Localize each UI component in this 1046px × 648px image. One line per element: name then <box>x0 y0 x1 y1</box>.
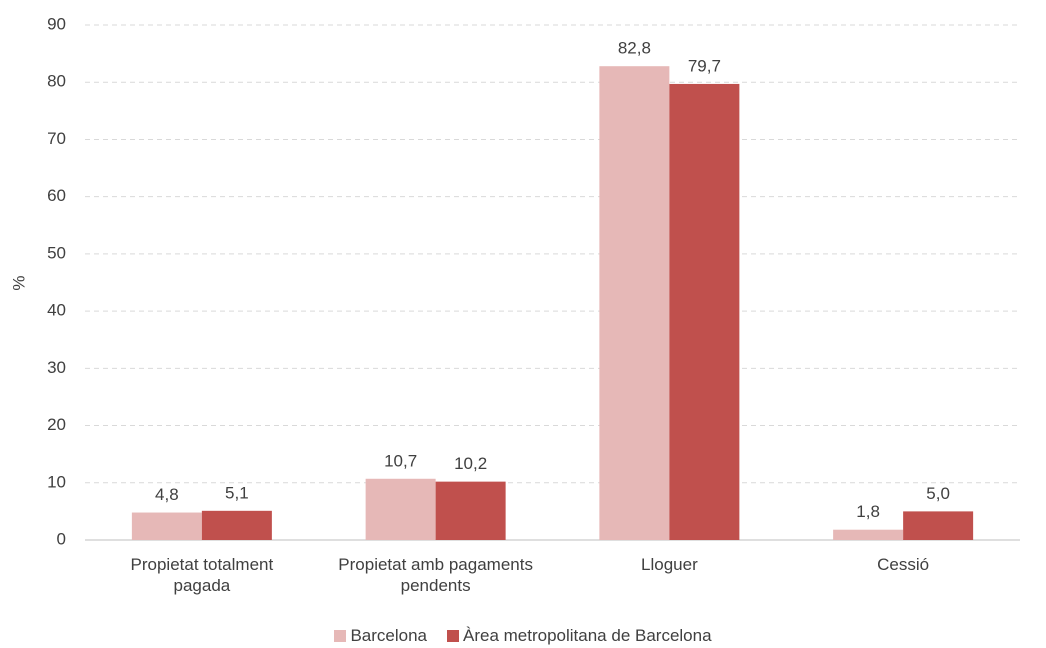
x-tick-label: Propietat amb pagaments pendents <box>338 555 533 595</box>
y-tick-label: 70 <box>47 129 66 148</box>
value-label: 10,7 <box>384 451 417 470</box>
y-tick-label: 50 <box>47 243 66 262</box>
y-tick-label: 60 <box>47 186 66 205</box>
value-label: 79,7 <box>688 56 721 75</box>
bar <box>833 529 904 540</box>
bar <box>599 66 670 540</box>
legend: Barcelona Àrea metropolitana de Barcelona <box>0 626 1046 646</box>
legend-label: Àrea metropolitana de Barcelona <box>463 626 712 645</box>
legend-swatch <box>334 630 347 642</box>
y-tick-label: 30 <box>47 358 66 377</box>
y-tick-label: 0 <box>57 529 66 548</box>
bar <box>131 512 202 540</box>
value-label: 10,2 <box>454 454 487 473</box>
y-tick-label: 90 <box>47 14 66 33</box>
y-tick-label: 40 <box>47 301 66 320</box>
bar <box>201 510 272 540</box>
bar <box>669 83 740 540</box>
x-tick-label: Lloguer <box>641 555 698 574</box>
y-axis-label: % <box>9 275 28 290</box>
value-label: 4,8 <box>155 485 179 504</box>
bar <box>365 478 436 540</box>
bar <box>903 511 974 540</box>
value-label: 82,8 <box>618 39 651 58</box>
value-label: 1,8 <box>856 502 880 521</box>
y-tick-label: 80 <box>47 72 66 91</box>
legend-swatch <box>447 630 459 642</box>
legend-label: Barcelona <box>350 626 427 645</box>
x-tick-label: Cessió <box>877 555 930 574</box>
legend-item: Barcelona <box>334 626 427 646</box>
legend-item: Àrea metropolitana de Barcelona <box>447 626 712 646</box>
value-label: 5,0 <box>926 484 950 503</box>
y-tick-label: 10 <box>47 472 66 491</box>
y-tick-label: 20 <box>47 415 66 434</box>
x-tick-label: Propietat totalment pagada <box>130 555 274 595</box>
value-label: 5,1 <box>225 483 249 502</box>
bar <box>435 481 506 540</box>
